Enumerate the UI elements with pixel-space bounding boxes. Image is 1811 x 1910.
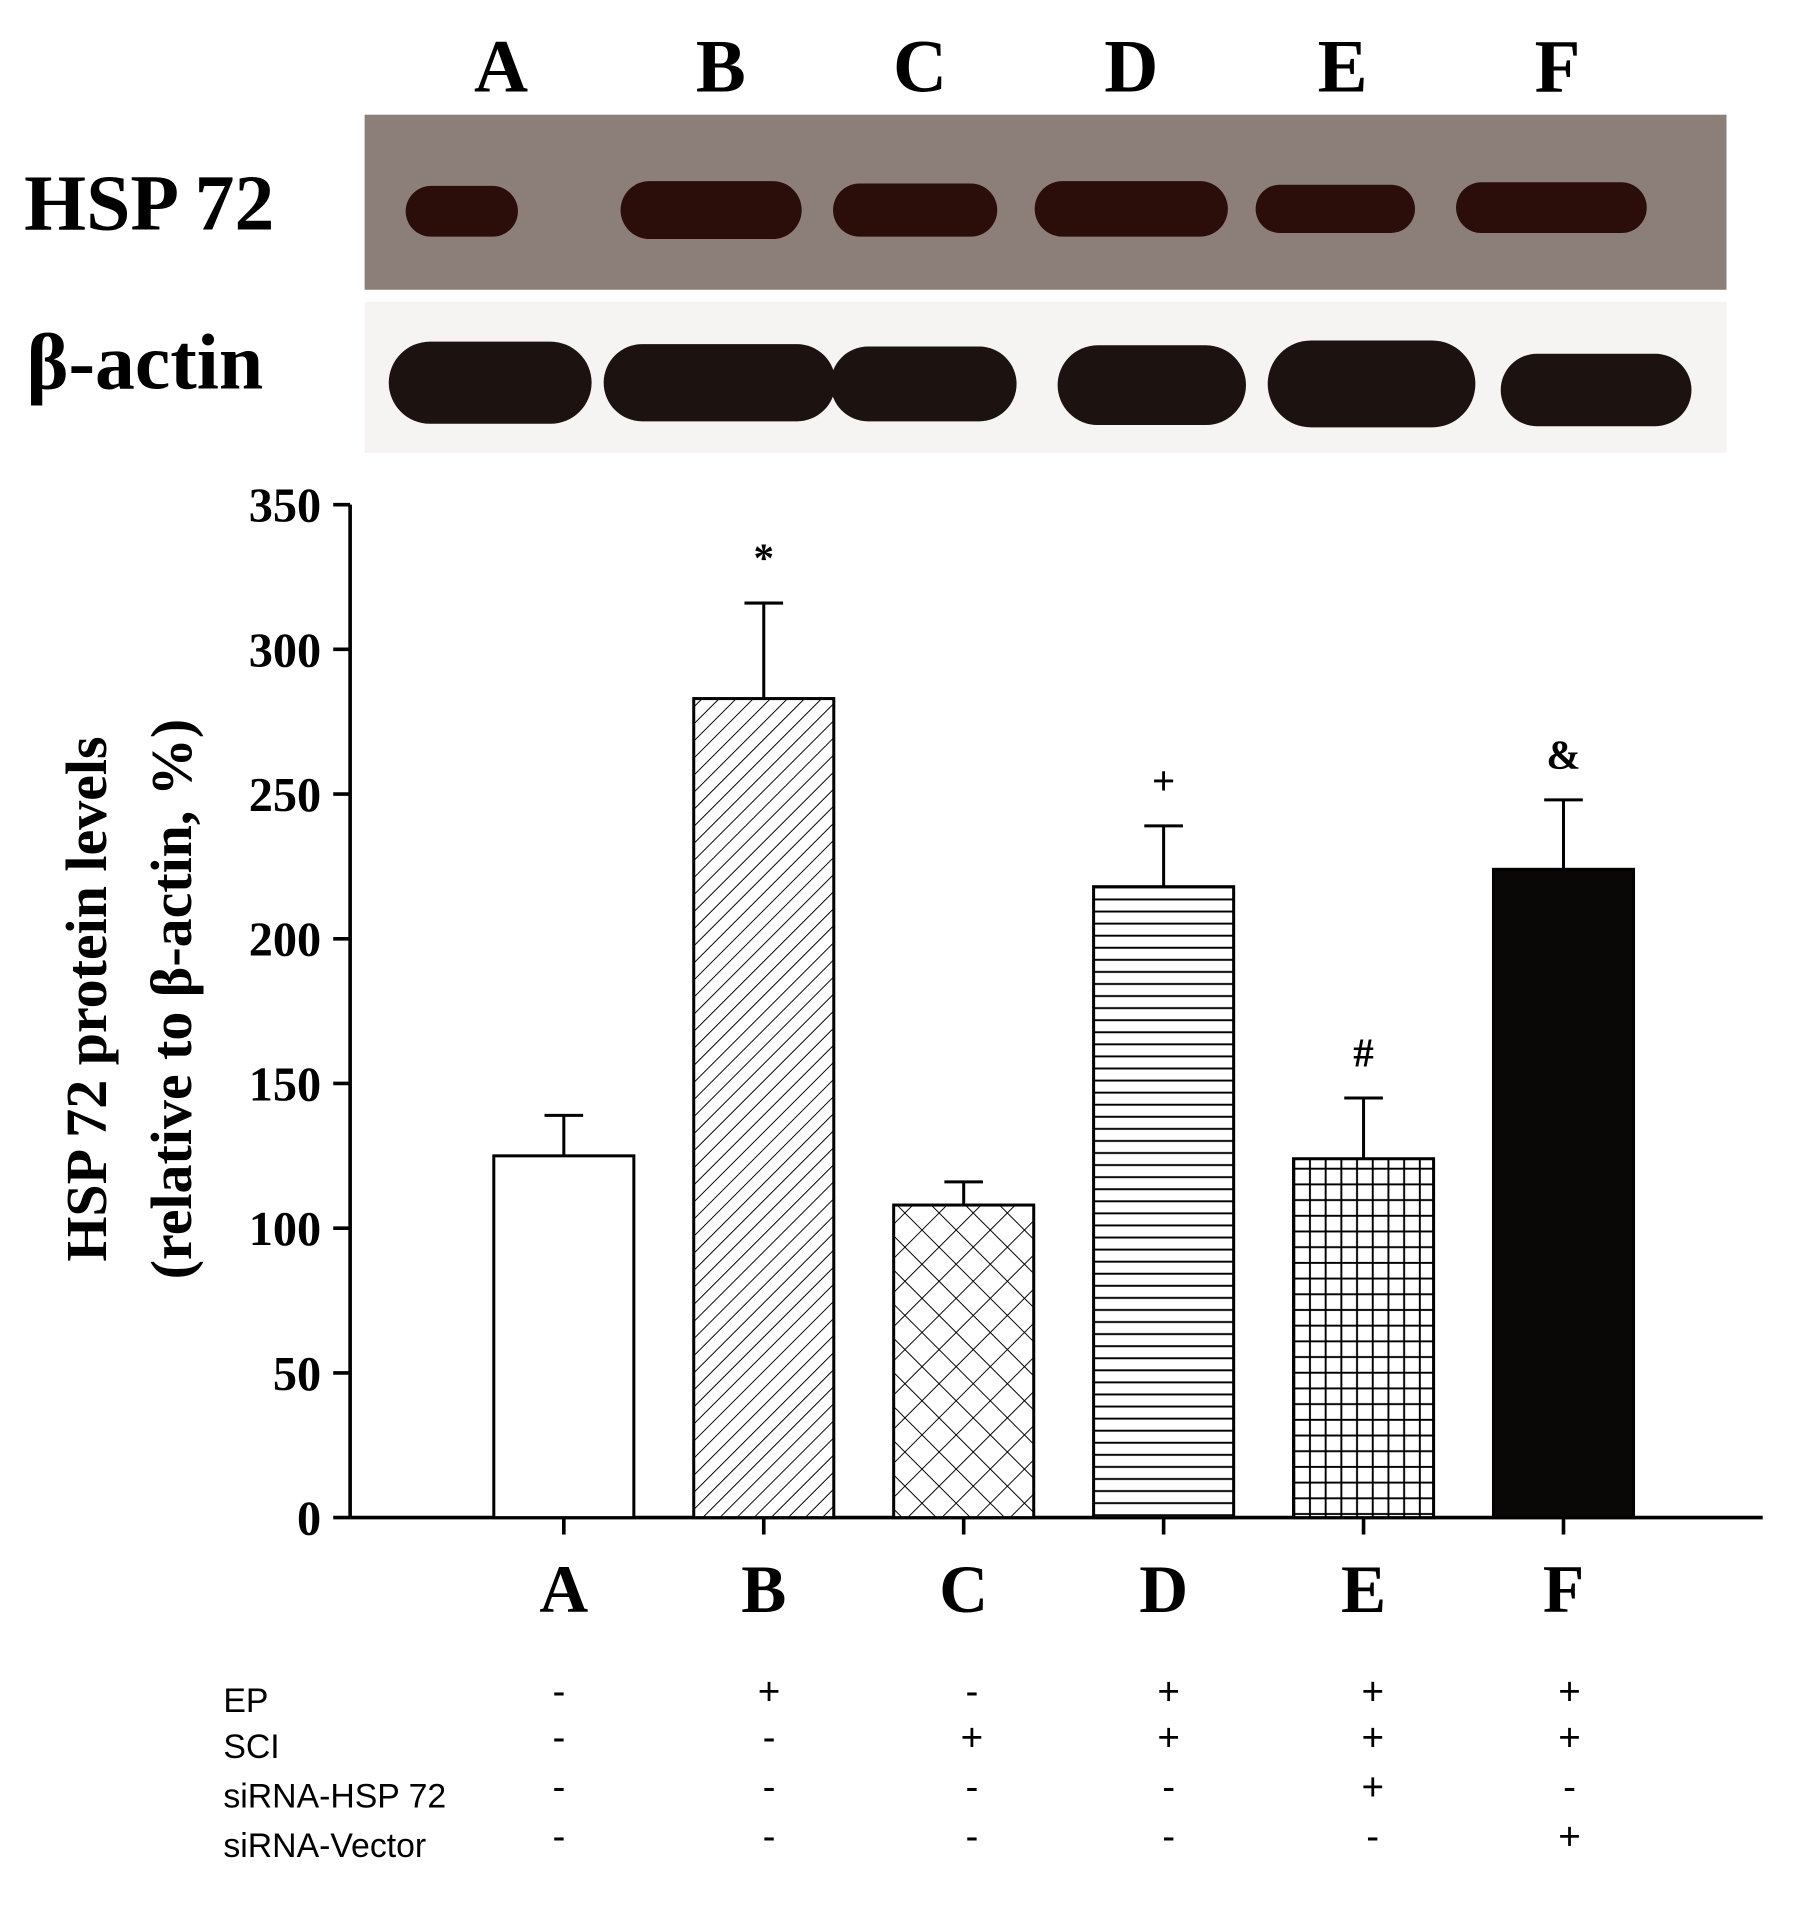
- band: [1456, 182, 1647, 234]
- significance-mark: #: [1353, 1030, 1374, 1076]
- band: [405, 185, 518, 237]
- y-tick-label: 0: [297, 1493, 321, 1546]
- x-tick-label: B: [741, 1552, 786, 1627]
- band: [830, 346, 1017, 422]
- y-tick-label: 50: [273, 1348, 321, 1401]
- condition-value: -: [553, 1766, 566, 1809]
- y-tick-label: 200: [249, 914, 321, 967]
- condition-label: siRNA-Vector: [223, 1827, 426, 1865]
- condition-value: +: [961, 1717, 984, 1760]
- lane-label: C: [893, 26, 947, 109]
- significance-mark: *: [754, 535, 775, 581]
- condition-value: -: [553, 1816, 566, 1859]
- y-tick-label: 350: [249, 480, 321, 533]
- condition-value: +: [1157, 1717, 1180, 1760]
- condition-label: EP: [223, 1682, 268, 1720]
- blot-row-label: β-actin: [27, 319, 264, 407]
- y-tick-label: 150: [249, 1058, 321, 1111]
- condition-value: -: [1162, 1766, 1175, 1809]
- lane-label: F: [1535, 26, 1581, 109]
- lane-label: A: [474, 26, 528, 109]
- condition-value: -: [553, 1671, 566, 1714]
- band: [1255, 184, 1415, 234]
- bar: [1292, 1157, 1436, 1520]
- y-tick-label: 100: [249, 1203, 321, 1256]
- x-tick-label: E: [1341, 1552, 1386, 1627]
- x-tick-label: F: [1543, 1552, 1584, 1627]
- condition-value: -: [763, 1816, 776, 1859]
- condition-value: +: [1558, 1816, 1581, 1859]
- x-tick-label: C: [939, 1552, 988, 1627]
- condition-value: -: [1162, 1816, 1175, 1859]
- y-axis-label: HSP 72 protein levels: [54, 736, 119, 1261]
- bar: [692, 697, 836, 1520]
- band: [1034, 181, 1228, 237]
- band: [1057, 345, 1246, 425]
- condition-value: +: [1361, 1766, 1384, 1809]
- bar: [1491, 867, 1636, 1520]
- condition-value: -: [965, 1766, 978, 1809]
- condition-value: -: [553, 1717, 566, 1760]
- condition-value: -: [965, 1671, 978, 1714]
- band: [833, 183, 998, 237]
- western-blot: [364, 114, 1727, 453]
- lane-label: B: [696, 26, 746, 109]
- condition-value: +: [1558, 1717, 1581, 1760]
- bar: [1092, 885, 1236, 1520]
- band: [388, 341, 592, 424]
- x-tick-label: A: [539, 1552, 588, 1627]
- condition-label: SCI: [223, 1728, 279, 1766]
- x-tick-label: D: [1139, 1552, 1188, 1627]
- bar: [892, 1203, 1036, 1520]
- condition-value: +: [1558, 1671, 1581, 1714]
- hsp-bands: [405, 181, 1647, 240]
- condition-label: siRNA-HSP 72: [223, 1777, 446, 1815]
- y-tick-label: 300: [249, 624, 321, 677]
- condition-value: -: [1563, 1766, 1576, 1809]
- actin-bands: [388, 340, 1692, 428]
- blot-actin-membrane: [364, 301, 1727, 453]
- significance-mark: &: [1546, 731, 1580, 777]
- y-tick-label: 250: [249, 769, 321, 822]
- condition-value: -: [763, 1766, 776, 1809]
- band: [603, 344, 836, 422]
- condition-value: +: [1361, 1717, 1384, 1760]
- bar: [492, 1154, 636, 1520]
- lane-label: E: [1318, 26, 1368, 109]
- condition-value: +: [1157, 1671, 1180, 1714]
- condition-value: -: [965, 1816, 978, 1859]
- lane-label: D: [1104, 26, 1158, 109]
- band: [1500, 353, 1692, 427]
- y-axis-label: (relative to β-actin, %): [139, 719, 204, 1279]
- condition-value: -: [763, 1717, 776, 1760]
- blot-row-label: HSP 72: [24, 159, 274, 247]
- band: [620, 181, 802, 240]
- band: [1267, 340, 1476, 428]
- significance-mark: +: [1152, 758, 1175, 804]
- condition-value: -: [1366, 1816, 1379, 1859]
- condition-value: +: [1361, 1671, 1384, 1714]
- condition-value: +: [758, 1671, 781, 1714]
